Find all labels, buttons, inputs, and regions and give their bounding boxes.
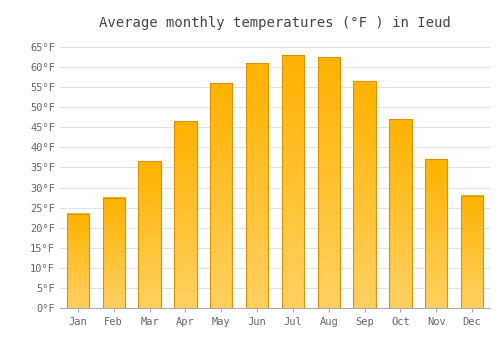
Bar <box>102 198 125 308</box>
Bar <box>318 57 340 308</box>
Bar <box>282 55 304 308</box>
Bar <box>390 119 411 308</box>
Bar <box>67 214 89 308</box>
Bar <box>138 161 160 308</box>
Title: Average monthly temperatures (°F ) in Ieud: Average monthly temperatures (°F ) in Ie… <box>99 16 451 30</box>
Bar <box>210 83 233 308</box>
Bar <box>246 63 268 308</box>
Bar <box>425 160 448 308</box>
Bar <box>174 121 197 308</box>
Bar <box>354 81 376 308</box>
Bar <box>461 196 483 308</box>
